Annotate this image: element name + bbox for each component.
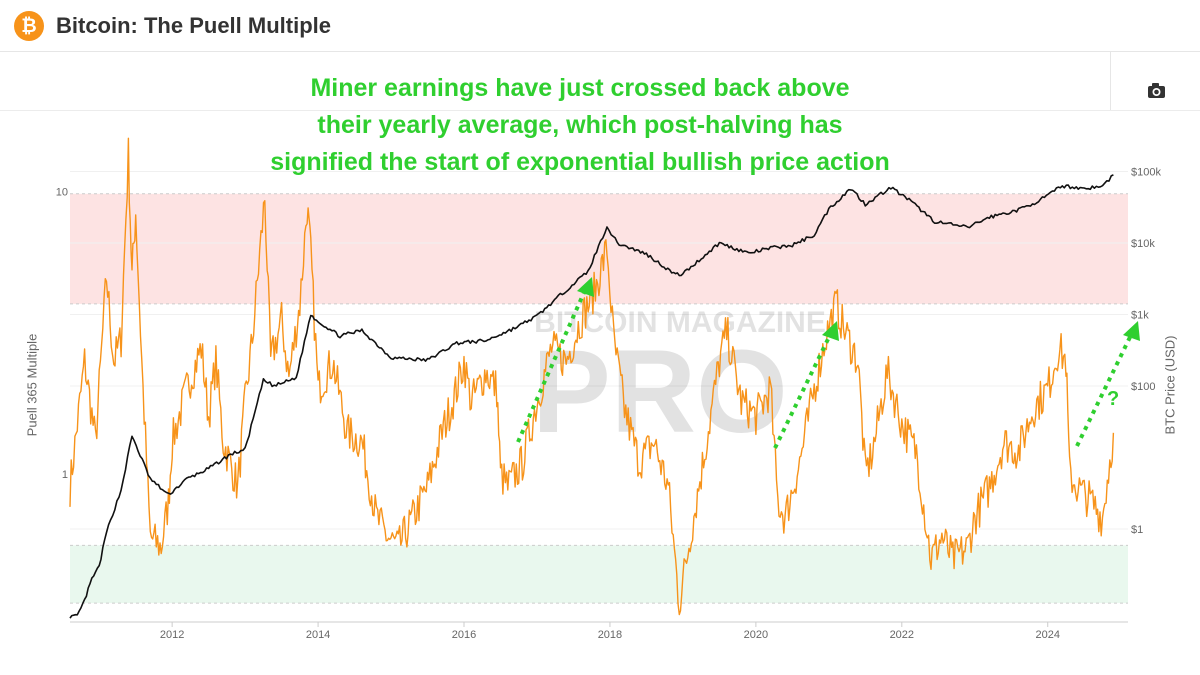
trend-arrow-2025: [1075, 332, 1134, 447]
y-right-tick-label: $10k: [1131, 238, 1155, 250]
page-title: Bitcoin: The Puell Multiple: [56, 13, 331, 38]
toolbar-divider: [1110, 52, 1111, 110]
trend-arrow-2017: [516, 287, 588, 443]
trend-arrow-2021-head: [822, 321, 839, 341]
x-tick-label: 2022: [890, 629, 914, 641]
x-tick-label: 2012: [160, 629, 184, 641]
toolbar-bottom-divider: [0, 110, 1200, 111]
x-tick-label: 2018: [598, 629, 622, 641]
chart-annotation: Miner earnings have just crossed back ab…: [180, 70, 980, 181]
annotation-line: their yearly average, which post-halving…: [317, 111, 843, 139]
x-tick-label: 2020: [744, 629, 768, 641]
x-tick-label: 2024: [1035, 629, 1059, 641]
y-left-tick-label: 10: [56, 186, 68, 198]
series-btc-price-line: [69, 174, 1114, 619]
trend-arrow-2021: [773, 332, 833, 449]
y-axis-left-label: Puell 365 Multiple: [24, 333, 40, 437]
y-right-tick-label: $100: [1131, 381, 1155, 393]
y-axis-right-label: BTC Price (USD): [1162, 335, 1178, 435]
question-mark: ?: [1107, 388, 1120, 410]
annotation-line: signified the start of exponential bulli…: [270, 148, 890, 176]
watermark-main-text: PRO: [532, 326, 788, 458]
series-puell-multiple-line: [69, 137, 1115, 616]
y-right-tick-label: $1k: [1131, 310, 1149, 322]
band-low: [70, 545, 1128, 604]
camera-icon[interactable]: [1142, 78, 1170, 102]
band-high: [70, 193, 1128, 304]
x-tick-label: 2016: [452, 629, 476, 641]
y-left-tick-label: 1: [62, 469, 68, 481]
y-right-tick-label: $100k: [1131, 167, 1161, 179]
x-tick-label: 2014: [306, 629, 330, 641]
trend-arrows: [516, 277, 1140, 449]
watermark: BITCOIN MAGAZINE PRO: [532, 306, 826, 458]
trend-arrow-2025-head: [1123, 321, 1140, 341]
annotation-line: Miner earnings have just crossed back ab…: [310, 74, 850, 102]
chart-header: ₿ Bitcoin: The Puell Multiple: [0, 0, 1200, 52]
y-right-tick-label: $1: [1131, 524, 1143, 536]
bitcoin-logo-icon: ₿: [14, 11, 44, 41]
trend-arrow-2017-head: [577, 277, 594, 297]
